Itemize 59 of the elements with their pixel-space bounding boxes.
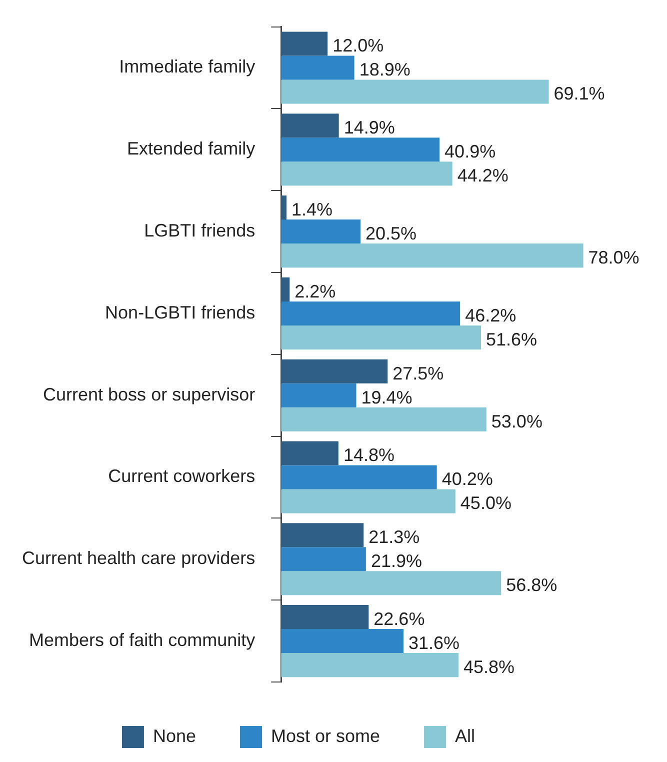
data-label: 21.3% <box>368 527 420 548</box>
bar <box>281 80 549 104</box>
data-label: 45.8% <box>464 657 515 678</box>
bar <box>281 114 339 138</box>
data-label: 46.2% <box>465 305 516 326</box>
y-tick-label: LGBTI friends <box>144 220 256 241</box>
bar <box>281 359 388 384</box>
data-label: 27.5% <box>392 363 444 384</box>
bar <box>281 383 356 408</box>
data-label: 78.0% <box>588 248 640 268</box>
bar <box>281 32 328 56</box>
y-tick-label: Members of faith community <box>29 630 256 650</box>
data-label: 44.2% <box>457 166 508 186</box>
bar <box>281 571 502 596</box>
bar <box>281 547 366 572</box>
data-label: 40.9% <box>444 142 496 162</box>
data-label: 69.1% <box>554 84 605 104</box>
y-tick-label: Immediate family <box>119 56 256 77</box>
y-tick-label: Current health care providers <box>22 548 256 568</box>
data-label: 56.8% <box>506 575 558 596</box>
bar <box>281 277 290 302</box>
data-label: 19.4% <box>361 387 412 408</box>
data-label: 2.2% <box>294 281 336 302</box>
bar <box>281 465 437 490</box>
bar <box>281 441 338 466</box>
data-label: 18.9% <box>359 60 410 80</box>
bar <box>281 325 481 350</box>
y-tick-label: Non-LGBTI friends <box>105 302 256 322</box>
y-tick-label: Current boss or supervisor <box>43 384 256 404</box>
data-label: 12.0% <box>332 36 384 56</box>
bar <box>281 138 440 162</box>
data-label: 22.6% <box>374 608 425 629</box>
data-label: 14.8% <box>343 445 394 466</box>
legend-label: Most or some <box>271 726 380 746</box>
y-tick-label: Extended family <box>127 138 256 159</box>
data-label: 1.4% <box>292 199 333 220</box>
data-label: 31.6% <box>408 633 460 654</box>
data-label: 40.2% <box>442 469 493 490</box>
bar <box>281 653 459 678</box>
bar <box>281 407 486 432</box>
data-label: 45.0% <box>460 493 512 514</box>
bar <box>281 56 354 80</box>
data-label: 51.6% <box>486 329 538 350</box>
y-tick-label: Current coworkers <box>108 466 256 486</box>
bar <box>281 523 364 548</box>
bar <box>281 489 456 514</box>
bar <box>281 605 369 630</box>
bar <box>281 301 460 326</box>
bar <box>281 162 452 186</box>
data-label: 20.5% <box>366 224 417 244</box>
legend-label: None <box>152 726 196 746</box>
bar <box>281 244 584 268</box>
data-label: 53.0% <box>491 411 542 432</box>
legend-label: All <box>455 726 476 746</box>
data-label: 14.9% <box>344 118 395 138</box>
bar <box>281 196 287 220</box>
bar <box>281 220 361 244</box>
data-label: 21.9% <box>370 551 422 572</box>
bar <box>281 629 404 654</box>
